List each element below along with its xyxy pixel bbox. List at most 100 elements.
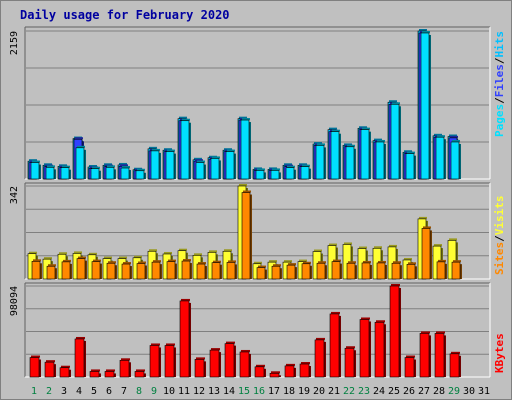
chart-marks (27, 29, 462, 378)
bar-sites-day-3 (61, 259, 72, 280)
bar-sites-day-17 (271, 264, 282, 280)
bar-sites-day-29 (451, 260, 462, 280)
day-label-14: 14 (223, 386, 235, 397)
bar-kbytes-day-4 (74, 336, 86, 378)
bar-kbytes-day-27 (419, 331, 431, 378)
bar-kbytes-day-11 (179, 298, 191, 378)
bar-sites-day-27 (421, 226, 432, 280)
day-label-3: 3 (61, 386, 67, 397)
day-label-5: 5 (91, 386, 97, 397)
max-label-bottom: 98094 (9, 286, 20, 316)
legend-bottom: KBytes (493, 333, 506, 373)
day-label-10: 10 (163, 386, 175, 397)
legend-middle: Sites/Visits (493, 196, 506, 276)
bar-pages-day-11 (180, 118, 191, 180)
bar-sites-day-26 (406, 262, 417, 280)
bar-pages-day-17 (270, 168, 281, 180)
day-label-20: 20 (313, 386, 325, 397)
day-label-28: 28 (433, 386, 445, 397)
bar-kbytes-day-21 (329, 311, 341, 378)
bar-pages-day-12 (195, 160, 206, 180)
day-label-23: 23 (358, 386, 370, 397)
max-label-top: 2159 (9, 31, 20, 55)
day-label-12: 12 (193, 386, 205, 397)
bar-pages-day-22 (345, 144, 356, 180)
day-label-19: 19 (298, 386, 310, 397)
bar-pages-day-14 (225, 149, 236, 180)
bar-kbytes-day-14 (224, 341, 236, 378)
graph-title: Daily usage for February 2020 (20, 8, 230, 22)
day-label-6: 6 (106, 386, 112, 397)
legend-item-kbytes: KBytes (493, 333, 506, 373)
day-label-17: 17 (268, 386, 280, 397)
day-label-2: 2 (46, 386, 52, 397)
max-label-middle: 342 (9, 186, 20, 204)
day-label-21: 21 (328, 386, 340, 397)
bar-sites-day-8 (136, 261, 147, 280)
day-label-1: 1 (31, 386, 37, 397)
bar-kbytes-day-25 (389, 284, 401, 378)
bar-sites-day-12 (196, 262, 207, 280)
day-label-11: 11 (178, 386, 190, 397)
bar-kbytes-day-19 (299, 362, 311, 378)
legend-item-pages: Pages (493, 104, 506, 137)
bar-kbytes-day-18 (284, 363, 296, 378)
bar-kbytes-day-26 (404, 355, 416, 378)
bar-sites-day-22 (346, 261, 357, 280)
bar-kbytes-day-13 (209, 348, 221, 378)
legend-item-visits: Visits (493, 196, 506, 236)
bar-kbytes-day-10 (164, 343, 176, 378)
bar-pages-day-29 (450, 139, 461, 180)
bar-kbytes-day-8 (134, 369, 146, 378)
bar-sites-day-20 (316, 261, 327, 280)
bar-kbytes-day-23 (359, 317, 371, 378)
bar-pages-day-8 (135, 168, 146, 180)
bar-kbytes-day-28 (434, 331, 446, 378)
bar-pages-day-10 (165, 149, 176, 180)
bar-kbytes-day-6 (104, 369, 116, 378)
bar-sites-day-18 (286, 263, 297, 280)
bar-sites-day-25 (391, 261, 402, 280)
bar-pages-day-23 (360, 127, 371, 180)
bar-pages-day-24 (375, 139, 386, 180)
bar-pages-day-20 (315, 143, 326, 180)
bar-sites-day-24 (376, 260, 387, 280)
bar-sites-day-11 (181, 259, 192, 280)
day-label-31: 31 (478, 386, 490, 397)
bar-sites-day-5 (91, 259, 102, 280)
bar-pages-day-3 (60, 165, 71, 180)
bar-kbytes-day-15 (239, 349, 251, 378)
day-label-26: 26 (403, 386, 415, 397)
bar-pages-day-28 (435, 135, 446, 180)
bar-sites-day-9 (151, 260, 162, 280)
svg-text:Sites/Visits: Sites/Visits (493, 196, 506, 276)
day-label-16: 16 (253, 386, 265, 397)
bar-pages-day-6 (105, 165, 116, 180)
bar-pages-day-19 (300, 164, 311, 180)
day-label-9: 9 (151, 386, 157, 397)
bar-sites-day-2 (46, 264, 57, 280)
day-label-25: 25 (388, 386, 400, 397)
bar-kbytes-day-24 (374, 320, 386, 378)
bar-kbytes-day-20 (314, 337, 326, 378)
day-label-18: 18 (283, 386, 295, 397)
bar-pages-day-13 (210, 156, 221, 180)
day-label-13: 13 (208, 386, 220, 397)
bar-sites-day-23 (361, 260, 372, 280)
bar-pages-day-21 (330, 129, 341, 180)
day-label-7: 7 (121, 386, 127, 397)
bar-kbytes-day-29 (449, 351, 461, 378)
svg-text:KBytes: KBytes (493, 333, 506, 373)
bar-pages-day-27 (420, 30, 431, 180)
day-label-30: 30 (463, 386, 475, 397)
legend-item-files: Files (493, 64, 506, 97)
day-label-27: 27 (418, 386, 430, 397)
bar-pages-day-4 (75, 145, 86, 180)
bar-sites-day-7 (121, 262, 132, 280)
bar-sites-day-19 (301, 261, 312, 280)
bar-sites-day-21 (331, 259, 342, 280)
bar-pages-day-5 (90, 166, 101, 180)
day-label-4: 4 (76, 386, 82, 397)
